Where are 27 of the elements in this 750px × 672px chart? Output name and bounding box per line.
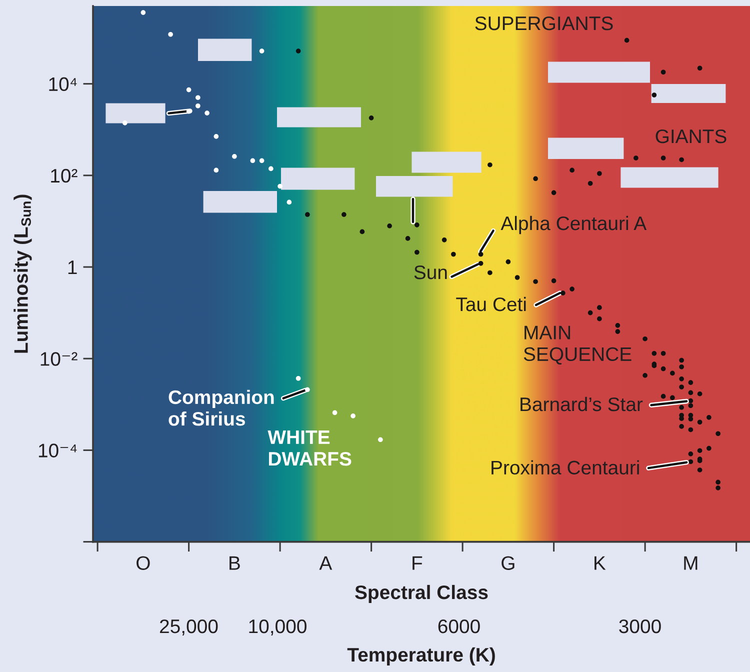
annotation: Sun (414, 265, 447, 280)
annotation: Proxima Centauri (492, 460, 639, 475)
x-tick-label: F (412, 556, 422, 570)
y-tick-label: 10⁻² (40, 352, 78, 366)
x-tick-label: A (319, 556, 332, 570)
y-tick-label: 10⁴ (49, 77, 77, 92)
text: 3000 (619, 619, 661, 634)
y-axis-title: Luminosity (L$_{Sun}$) (14, 194, 32, 353)
x-axis-title: Spectral Class (355, 584, 488, 604)
annotation: GIANTS (656, 129, 726, 144)
annotation: Tau Ceti (456, 296, 526, 312)
text: 25,000 (160, 619, 218, 636)
y-tick-label: 1 (68, 260, 77, 274)
text: 6000 (438, 619, 480, 634)
text: 10,000 (249, 619, 306, 636)
y-tick-label: 10² (51, 168, 78, 183)
x-tick-label: K (594, 556, 606, 570)
x-tick-label: B (230, 556, 240, 570)
x-tick-label: O (136, 556, 150, 570)
x-tick-label: G (502, 556, 514, 570)
annotation: Alpha Centauri A (500, 216, 647, 234)
annotation: Companion of Sirius (168, 390, 274, 426)
annotation: SUPERGIANTS (475, 16, 613, 30)
x-tick-label: M (684, 556, 698, 570)
x2-axis-title: Temperature (K) (347, 647, 495, 666)
annotation: WHITE DWARFS (268, 430, 352, 466)
y-tick-label: 10⁻⁴ (38, 444, 77, 458)
